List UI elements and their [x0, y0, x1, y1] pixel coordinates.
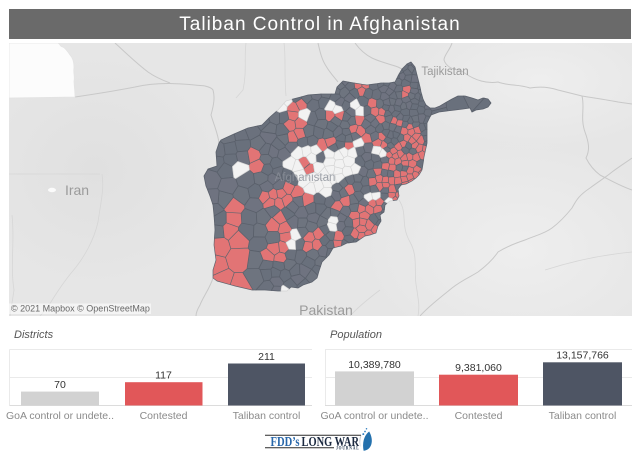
- svg-text:9,381,060: 9,381,060: [455, 362, 502, 374]
- svg-text:10,389,780: 10,389,780: [348, 359, 401, 371]
- svg-text:Pakistan: Pakistan: [299, 302, 353, 316]
- svg-text:117: 117: [155, 370, 172, 382]
- svg-text:LONG WAR: LONG WAR: [302, 434, 360, 449]
- svg-text:211: 211: [258, 351, 275, 363]
- svg-text:Taliban control: Taliban control: [549, 410, 617, 422]
- svg-text:FDD’s: FDD’s: [271, 434, 300, 449]
- svg-text:70: 70: [54, 379, 66, 391]
- svg-text:Taliban control: Taliban control: [233, 410, 301, 422]
- svg-text:Tajikistan: Tajikistan: [421, 66, 468, 78]
- svg-text:GoA control or undete..: GoA control or undete..: [321, 410, 429, 422]
- svg-text:Contested: Contested: [140, 410, 188, 422]
- svg-text:Contested: Contested: [455, 410, 503, 422]
- svg-text:© 2021 Mapbox © OpenStreetMap: © 2021 Mapbox © OpenStreetMap: [11, 303, 150, 313]
- svg-text:Iran: Iran: [65, 182, 89, 198]
- svg-text:JOURNAL: JOURNAL: [336, 446, 360, 451]
- svg-text:Afghanistan: Afghanistan: [275, 172, 336, 184]
- svg-text:13,157,766: 13,157,766: [556, 350, 609, 362]
- svg-text:GoA control or undete..: GoA control or undete..: [6, 410, 114, 422]
